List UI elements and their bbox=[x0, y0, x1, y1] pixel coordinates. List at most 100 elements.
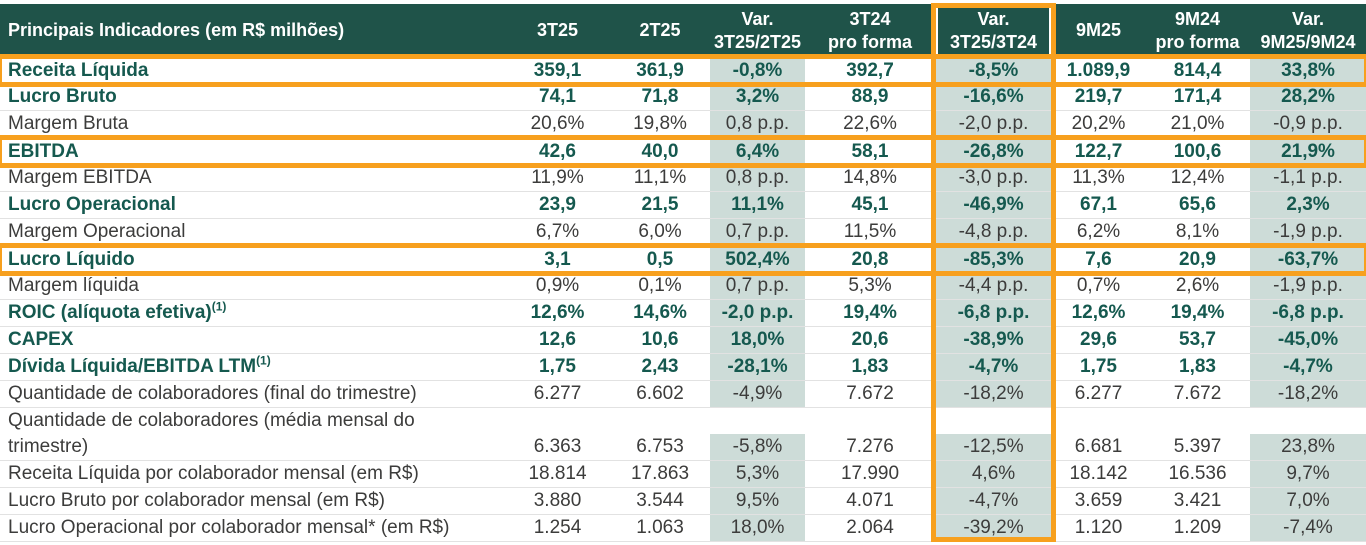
cell-value: 67,1 bbox=[1080, 194, 1117, 215]
cell-value: 1.063 bbox=[636, 517, 684, 538]
row-label: Receita Líquida bbox=[0, 58, 505, 84]
cell-value: 40,0 bbox=[641, 141, 679, 162]
cell-value: 361,9 bbox=[636, 60, 684, 81]
cell-value: 0,8 p.p. bbox=[710, 165, 805, 191]
cell-value: 6.681 bbox=[1074, 436, 1123, 457]
cell-value: 11,5% bbox=[843, 221, 897, 242]
cell-value: 3.544 bbox=[636, 490, 684, 511]
row-label: Lucro Operacional por colaborador mensal… bbox=[0, 515, 505, 541]
row-label-text: Lucro Operacional por colaborador mensal… bbox=[8, 517, 450, 538]
footnote-marker: (1) bbox=[256, 353, 271, 368]
cell-value: -38,9% bbox=[935, 327, 1052, 353]
row-label: Margem EBITDA bbox=[0, 165, 505, 191]
cell-value: 65,6 bbox=[1179, 194, 1216, 215]
cell-value: 11,3% bbox=[1072, 167, 1125, 188]
cell-value: 19,4% bbox=[1170, 302, 1225, 323]
cell-value: 17.863 bbox=[630, 463, 690, 484]
cell-value: -46,9% bbox=[935, 192, 1052, 218]
row-label-text: Margem Operacional bbox=[8, 221, 186, 242]
cell-value: 42,6 bbox=[539, 141, 576, 162]
cell-value: -12,5% bbox=[935, 434, 1052, 460]
row-label-text: Quantidade de colaboradores (final do tr… bbox=[8, 383, 417, 404]
cell-value: -63,7% bbox=[1250, 247, 1366, 273]
column-header-3t25: 3T25 bbox=[505, 4, 610, 57]
cell-value: -4,7% bbox=[1250, 354, 1366, 380]
row-label: CAPEX bbox=[0, 327, 505, 353]
cell-value: -8,5% bbox=[935, 58, 1052, 84]
cell-value: -4,8 p.p. bbox=[935, 219, 1052, 245]
cell-value: 359,1 bbox=[533, 60, 582, 81]
cell-value: 21,0% bbox=[1170, 113, 1225, 134]
row-label: Lucro Bruto por colaborador mensal (em R… bbox=[0, 488, 505, 514]
table-row: ROIC (alíquota efetiva)(1) 12,6% 14,6% -2,0… bbox=[0, 300, 1366, 327]
row-label: Lucro Operacional bbox=[0, 192, 505, 218]
cell-value: 1.089,9 bbox=[1066, 60, 1131, 81]
cell-value: 53,7 bbox=[1179, 329, 1216, 350]
cell-value: 2,6% bbox=[1175, 275, 1220, 296]
cell-value: 3.880 bbox=[533, 490, 582, 511]
cell-value: 6,2% bbox=[1076, 221, 1121, 242]
cell-value: 5,3% bbox=[848, 275, 892, 296]
row-label-text: Receita Líquida por colaborador mensal (… bbox=[8, 463, 419, 484]
cell-value: -16,6% bbox=[935, 84, 1052, 110]
cell-value: -6,8 p.p. bbox=[935, 300, 1052, 326]
cell-value: 23,8% bbox=[1250, 434, 1366, 460]
cell-value: 21,5 bbox=[641, 194, 679, 215]
row-label-text: Lucro Operacional bbox=[8, 194, 176, 215]
cell-value: 219,7 bbox=[1074, 86, 1123, 107]
row-label-text: Lucro Bruto por colaborador mensal (em R… bbox=[8, 490, 386, 511]
cell-value: 12,4% bbox=[1170, 167, 1225, 188]
row-label-text: Margem líquida bbox=[8, 275, 139, 296]
cell-value: -6,8 p.p. bbox=[1250, 300, 1366, 326]
cell-value: 71,8 bbox=[641, 86, 679, 107]
table-row: Lucro Bruto por colaborador mensal (em R… bbox=[0, 488, 1366, 515]
column-header-9m24-proforma: 9M24 pro forma bbox=[1145, 4, 1250, 57]
cell-value: -3,0 p.p. bbox=[935, 165, 1052, 191]
cell-value: 100,6 bbox=[1173, 141, 1222, 162]
cell-value: 0,5 bbox=[646, 249, 674, 270]
cell-value: 6,4% bbox=[710, 139, 805, 165]
cell-value: 2,3% bbox=[1250, 192, 1366, 218]
cell-value: -5,8% bbox=[710, 434, 805, 460]
table-row: Lucro Operacional por colaborador mensal… bbox=[0, 515, 1366, 542]
cell-value: -18,2% bbox=[1250, 381, 1366, 407]
table-row: Margem EBITDA 11,9% 11,1% 0,8 p.p. 14,8% -3,0… bbox=[0, 165, 1366, 192]
row-label: EBITDA bbox=[0, 139, 505, 165]
cell-value: -1,9 p.p. bbox=[1250, 273, 1366, 299]
table-row: Quantidade de colaboradores (final do tr… bbox=[0, 381, 1366, 408]
row-label: Lucro Líquido bbox=[0, 247, 505, 273]
cell-value: 2,43 bbox=[641, 356, 679, 377]
cell-value: 9,5% bbox=[710, 488, 805, 514]
cell-value: 11,1% bbox=[633, 167, 687, 188]
table-row: Quantidade de colaboradores (média mensa… bbox=[0, 408, 1366, 461]
table-row: Lucro Bruto 74,1 71,8 3,2% 88,9 -16,6% 219,7 17… bbox=[0, 84, 1366, 111]
cell-value: 7.672 bbox=[846, 383, 894, 404]
cell-value: 3,2% bbox=[710, 84, 805, 110]
row-label-text: Quantidade de colaboradores (média mensa… bbox=[8, 410, 415, 457]
cell-value: -39,2% bbox=[935, 515, 1052, 541]
cell-value: 17.990 bbox=[840, 463, 900, 484]
footnote-marker: (1) bbox=[211, 299, 227, 314]
row-label: Margem Operacional bbox=[0, 219, 505, 245]
cell-value: 171,4 bbox=[1173, 86, 1222, 107]
cell-value: 4.071 bbox=[846, 490, 894, 511]
cell-value: 6.602 bbox=[636, 383, 684, 404]
cell-value: -1,1 p.p. bbox=[1250, 165, 1366, 191]
column-header-var-3t25-2t25: Var. 3T25/2T25 bbox=[710, 4, 805, 57]
cell-value: 14,8% bbox=[843, 167, 897, 188]
cell-value: 20,8 bbox=[851, 249, 889, 270]
cell-value: 5,3% bbox=[710, 461, 805, 487]
cell-value: 22,6% bbox=[843, 113, 897, 134]
cell-value: 11,9% bbox=[531, 167, 584, 188]
cell-value: 1,83 bbox=[851, 356, 889, 377]
cell-value: 18.814 bbox=[528, 463, 587, 484]
cell-value: 18,0% bbox=[710, 327, 805, 353]
table-row: CAPEX 12,6 10,6 18,0% 20,6 -38,9% 29,6 53,7 -45,… bbox=[0, 327, 1366, 354]
table-row: Margem líquida 0,9% 0,1% 0,7 p.p. 5,3% -4,4 p… bbox=[0, 273, 1366, 300]
cell-value: -2,0 p.p. bbox=[935, 111, 1052, 137]
row-label-text: ROIC (alíquota efetiva) bbox=[8, 302, 212, 323]
column-header-3t24-proforma: 3T24 pro forma bbox=[805, 4, 935, 57]
cell-value: 11,1% bbox=[710, 192, 805, 218]
cell-value: 1,75 bbox=[1080, 356, 1117, 377]
cell-value: 33,8% bbox=[1250, 58, 1366, 84]
